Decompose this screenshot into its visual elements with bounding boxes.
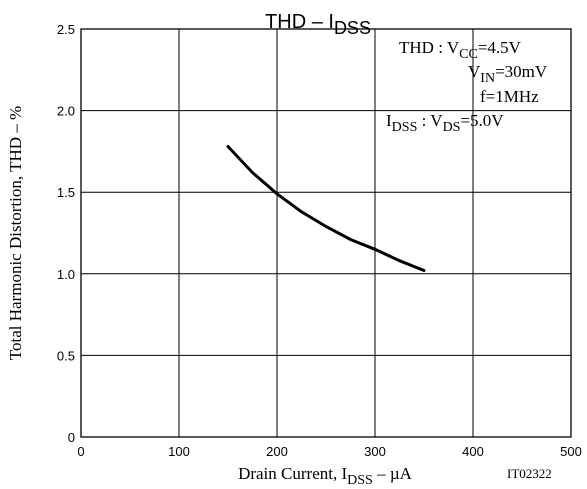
figure-id: IT02322	[507, 466, 552, 481]
grid-lines	[81, 29, 571, 437]
y-tick-label: 1.5	[57, 185, 75, 200]
tick-labels: 0 100 200 300 400 500 0 0.5 1.0 1.5 2.0 2.5	[57, 22, 582, 459]
y-tick-label: 0	[68, 430, 75, 445]
x-tick-label: 100	[168, 444, 190, 459]
series-layer	[226, 145, 426, 272]
thd-prefix: THD :	[399, 38, 447, 57]
y-tick-label: 1.0	[57, 267, 75, 282]
conditions-annotation: THD : VCC=4.5V VIN=30mV f=1MHz IDSS : VD…	[386, 38, 548, 135]
y-axis-title: Total Harmonic Distortion, THD – %	[6, 106, 25, 360]
chart-title: THD – IDSS	[265, 11, 371, 38]
x-tick-label: 0	[77, 444, 84, 459]
condition-vin: VIN=30mV	[468, 62, 548, 86]
chart-title-sub: DSS	[334, 18, 371, 38]
y-tick-label: 2.0	[57, 104, 75, 119]
y-tick-label: 0.5	[57, 348, 75, 363]
x-tick-label: 200	[266, 444, 288, 459]
x-axis-title: Drain Current, IDSS – µA	[238, 464, 413, 488]
condition-vcc: THD : VCC=4.5V	[399, 38, 522, 62]
thd-curve	[226, 145, 426, 272]
x-tick-label: 300	[364, 444, 386, 459]
x-tick-label: 400	[462, 444, 484, 459]
condition-vds: IDSS : VDS=5.0V	[386, 111, 504, 135]
chart-title-main: THD – I	[265, 11, 334, 33]
y-tick-label: 2.5	[57, 22, 75, 37]
condition-frequency: f=1MHz	[480, 87, 539, 106]
x-tick-label: 500	[560, 444, 582, 459]
plot-frame	[80, 28, 572, 438]
